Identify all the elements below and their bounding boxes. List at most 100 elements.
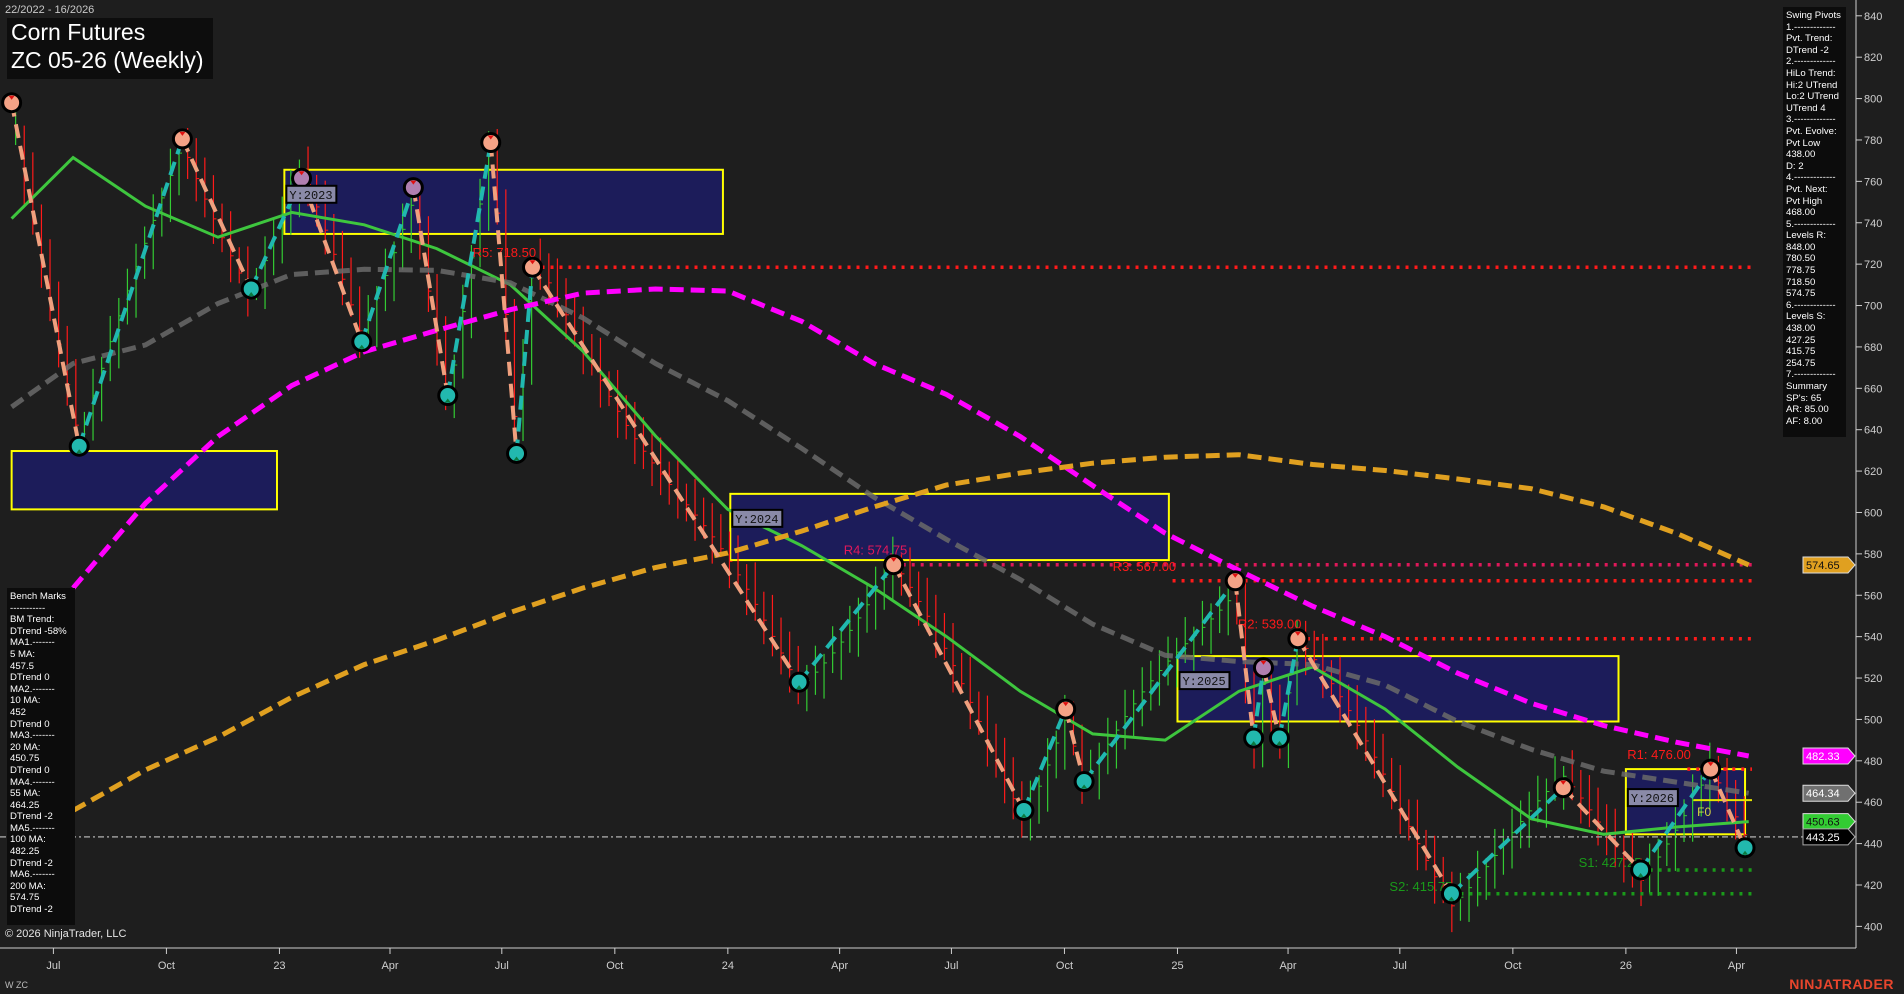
time-tick-label: Jul bbox=[1393, 960, 1407, 972]
pivot-arrow-icon bbox=[513, 456, 520, 461]
bench-line: MA6.------- bbox=[10, 869, 55, 881]
swing-down-leg bbox=[488, 142, 519, 454]
swing-up-leg bbox=[1022, 708, 1068, 812]
price-tick-label: 760 bbox=[1864, 176, 1882, 188]
pivot-arrow-icon bbox=[1250, 741, 1257, 746]
bench-line: 10 MA: bbox=[10, 695, 41, 707]
swing-pivot-low bbox=[506, 442, 528, 464]
bench-line: DTrend -2 bbox=[10, 857, 53, 869]
swing-pivot-high bbox=[1287, 628, 1309, 650]
pivot-panel-line: 415.75 bbox=[1786, 346, 1816, 358]
bench-line: MA3.------- bbox=[10, 730, 55, 742]
pivot-panel-line: 438.00 bbox=[1786, 149, 1816, 161]
time-tick-label: Apr bbox=[831, 960, 848, 972]
pivot-panel-line: UTrend 4 bbox=[1786, 102, 1826, 114]
pivot-arrow-icon bbox=[487, 135, 494, 140]
pivot-panel-line: Pvt High bbox=[1786, 195, 1823, 207]
bench-line: BM Trend: bbox=[10, 614, 55, 626]
pivot-panel-line: Swing Pivots bbox=[1786, 10, 1841, 21]
yearly-box-tag bbox=[1178, 671, 1231, 691]
swing-pivot-low bbox=[68, 435, 90, 457]
time-tick-label: 24 bbox=[722, 960, 734, 972]
swing-down-leg bbox=[1708, 768, 1747, 849]
pivot-panel-line: 6.------------- bbox=[1786, 299, 1836, 311]
price-tick-label: 460 bbox=[1864, 797, 1882, 809]
price-marker bbox=[1802, 828, 1856, 846]
pivot-panel-line: AF: 8.00 bbox=[1786, 415, 1823, 427]
price-tick-label: 440 bbox=[1864, 839, 1882, 851]
price-tick-label: 700 bbox=[1864, 301, 1882, 313]
pivot-panel-line: HiLo Trend: bbox=[1786, 67, 1836, 79]
pivot-panel-line: Levels R: bbox=[1786, 230, 1826, 242]
price-tick-label: 540 bbox=[1864, 632, 1882, 644]
pivot-arrow-icon bbox=[358, 344, 365, 349]
series-tag: W ZC bbox=[5, 980, 28, 990]
pivot-panel-line: Summary bbox=[1786, 381, 1828, 392]
pivot-panel-line: AR: 85.00 bbox=[1786, 404, 1829, 416]
swing-down-leg bbox=[1233, 580, 1256, 739]
pivot-arrow-icon bbox=[1062, 702, 1069, 707]
bench-line: 457.5 bbox=[10, 660, 35, 672]
bench-line: 200 MA: bbox=[10, 880, 46, 892]
swing-pivot-high bbox=[171, 128, 193, 150]
pivot-arrow-icon bbox=[444, 398, 451, 403]
level-label: R5: 718.50 bbox=[473, 245, 537, 260]
bench-line: 5 MA: bbox=[10, 648, 36, 660]
bench-line: 450.75 bbox=[10, 753, 40, 765]
time-tick-label: Apr bbox=[1279, 960, 1296, 972]
yearly-box-tag bbox=[731, 508, 784, 528]
price-marker bbox=[1802, 813, 1856, 831]
pivot-arrow-icon bbox=[410, 180, 417, 185]
swing-pivot-high bbox=[1252, 657, 1274, 679]
swing-pivot-low bbox=[788, 671, 810, 693]
pivot-panel-line: 718.50 bbox=[1786, 276, 1816, 288]
bench-line: ----------- bbox=[10, 602, 46, 614]
pivot-panel-line: 5.------------- bbox=[1786, 218, 1836, 230]
pivot-panel-line: 3.------------- bbox=[1786, 114, 1836, 126]
swing-pivot-high bbox=[1224, 570, 1246, 592]
time-tick-label: Apr bbox=[381, 960, 398, 972]
pivot-arrow-icon bbox=[529, 260, 536, 265]
swing-down-leg bbox=[1296, 637, 1454, 895]
swing-pivot-high bbox=[1552, 777, 1574, 799]
price-tick-label: 400 bbox=[1864, 921, 1882, 933]
swing-down-leg bbox=[299, 177, 364, 343]
swing-pivot-low bbox=[1440, 883, 1462, 905]
yearly-box-label: Y:2024 bbox=[735, 513, 778, 527]
swing-down-leg bbox=[530, 266, 801, 684]
time-tick-label: Jul bbox=[46, 960, 60, 972]
pivot-arrow-icon bbox=[1020, 813, 1027, 818]
pivot-arrow-icon bbox=[890, 557, 897, 562]
pivot-panel-line: Levels S: bbox=[1786, 311, 1826, 323]
swing-pivot-low bbox=[1073, 771, 1095, 793]
swing-pivot-low bbox=[437, 385, 459, 407]
pivot-panel-line: Pvt. Next: bbox=[1786, 183, 1828, 195]
pivot-panel-line: DTrend -2 bbox=[1786, 44, 1829, 56]
price-marker bbox=[1802, 556, 1856, 574]
swing-up-leg bbox=[359, 186, 416, 343]
level-label: S2: 415.75 bbox=[1389, 879, 1452, 894]
swing-pivot-high bbox=[480, 132, 502, 154]
time-tick-label: Jul bbox=[944, 960, 958, 972]
swing-pivot-high bbox=[883, 554, 905, 576]
swing-down-leg bbox=[9, 102, 82, 447]
pivot-panel-line: 778.75 bbox=[1786, 265, 1816, 277]
price-tick-label: 840 bbox=[1864, 11, 1882, 23]
pivot-panel-line: 848.00 bbox=[1786, 241, 1816, 253]
price-tick-label: 660 bbox=[1864, 383, 1882, 395]
bench-line: 55 MA: bbox=[10, 788, 41, 800]
price-marker-label: 482.33 bbox=[1806, 751, 1840, 763]
swing-down-leg bbox=[1063, 708, 1087, 783]
swing-down-leg bbox=[411, 187, 450, 396]
price-marker bbox=[1802, 747, 1856, 765]
time-tick-label: Oct bbox=[1056, 960, 1073, 972]
bench-line: MA5.------- bbox=[10, 822, 55, 834]
pivot-panel-line: 7.------------- bbox=[1786, 369, 1836, 381]
pivot-arrow-icon bbox=[1637, 872, 1644, 877]
swing-pivot-low bbox=[1013, 799, 1035, 821]
yearly-box-label: Y:2025 bbox=[1182, 675, 1225, 689]
pivot-panel-line: 1.------------- bbox=[1786, 21, 1836, 33]
pivot-panel-line: 780.50 bbox=[1786, 253, 1816, 265]
price-marker-label: 450.63 bbox=[1806, 817, 1840, 829]
